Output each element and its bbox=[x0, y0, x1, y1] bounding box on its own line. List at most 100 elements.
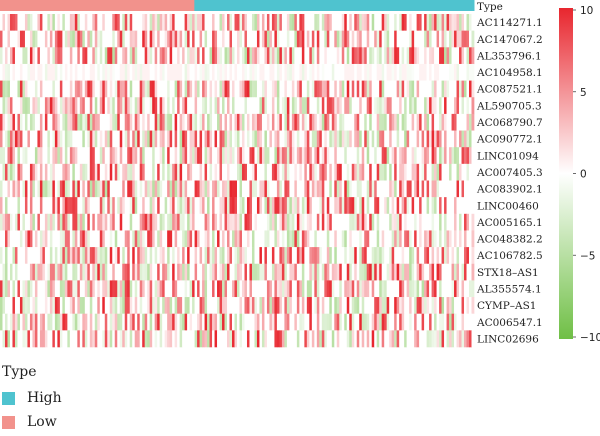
heatmap-cell bbox=[444, 247, 447, 265]
heatmap-cell bbox=[17, 14, 21, 31]
heatmap-cell bbox=[334, 47, 338, 65]
heatmap-cell bbox=[49, 197, 53, 215]
heatmap-cell bbox=[162, 263, 165, 281]
heatmap-cell bbox=[429, 313, 432, 331]
heatmap-cell bbox=[454, 263, 457, 281]
heatmap-cell bbox=[17, 280, 21, 298]
heatmap-cell bbox=[441, 280, 445, 298]
heatmap-cell bbox=[304, 197, 308, 215]
heatmap-cell bbox=[329, 147, 333, 165]
heatmap-cell bbox=[316, 197, 320, 215]
heatmap-cell bbox=[381, 297, 385, 314]
heatmap-cell bbox=[224, 247, 228, 265]
heatmap-cell bbox=[184, 180, 188, 198]
heatmap-cell bbox=[416, 330, 420, 348]
heatmap-cell bbox=[27, 197, 31, 215]
heatmap-cell bbox=[279, 97, 283, 115]
row-label: AC106782.5 bbox=[476, 250, 543, 262]
heatmap-cell bbox=[44, 230, 48, 248]
heatmap-cell bbox=[301, 213, 305, 231]
heatmap-cell bbox=[339, 263, 343, 281]
heatmap-cell bbox=[241, 180, 245, 198]
heatmap-cell bbox=[94, 113, 98, 131]
heatmap-cell bbox=[207, 313, 210, 331]
heatmap-cell bbox=[189, 313, 193, 331]
heatmap-cell bbox=[147, 213, 151, 231]
heatmap-cell bbox=[314, 14, 318, 31]
heatmap-cell bbox=[192, 80, 195, 98]
heatmap-cell bbox=[404, 230, 407, 248]
heatmap-cell bbox=[441, 247, 445, 265]
heatmap-cell bbox=[339, 180, 343, 198]
heatmap-cell bbox=[67, 313, 71, 331]
heatmap-cell bbox=[144, 130, 148, 148]
heatmap-cell bbox=[386, 213, 390, 231]
heatmap-cell bbox=[27, 63, 31, 81]
heatmap-cell bbox=[279, 330, 283, 348]
heatmap-cell bbox=[129, 247, 133, 265]
heatmap-cell bbox=[426, 14, 430, 31]
heatmap-cell bbox=[334, 197, 338, 215]
heatmap-cell bbox=[74, 263, 78, 281]
heatmap-cell bbox=[67, 147, 71, 165]
heatmap-cell bbox=[179, 147, 183, 165]
heatmap-cell bbox=[341, 213, 345, 231]
heatmap-cell bbox=[169, 197, 173, 215]
heatmap-cell bbox=[466, 47, 470, 65]
heatmap-cell bbox=[34, 297, 38, 314]
heatmap-cell bbox=[294, 14, 298, 31]
heatmap-cell bbox=[32, 230, 36, 248]
heatmap-cell bbox=[326, 163, 330, 181]
heatmap-cell bbox=[54, 14, 58, 31]
heatmap-cell bbox=[112, 63, 116, 81]
heatmap-cell bbox=[209, 330, 213, 348]
heatmap-cell bbox=[74, 113, 78, 131]
heatmap-cell bbox=[416, 113, 420, 131]
heatmap-cell bbox=[67, 247, 71, 265]
heatmap-cell bbox=[74, 130, 78, 148]
heatmap-cell bbox=[266, 180, 270, 198]
heatmap-cell bbox=[461, 313, 465, 331]
heatmap-cell bbox=[89, 80, 93, 98]
heatmap-cell bbox=[57, 113, 61, 131]
heatmap-cell bbox=[361, 247, 365, 265]
heatmap-cell bbox=[436, 130, 440, 148]
heatmap-cell bbox=[104, 197, 108, 215]
heatmap-cell bbox=[217, 14, 220, 31]
heatmap-cell bbox=[396, 247, 400, 265]
heatmap-cell bbox=[264, 80, 268, 98]
heatmap-cell bbox=[256, 280, 260, 298]
heatmap-cell bbox=[376, 163, 380, 181]
heatmap-cell bbox=[361, 180, 365, 198]
heatmap-cell bbox=[359, 280, 363, 298]
heatmap-cell bbox=[384, 247, 388, 265]
heatmap-cell bbox=[364, 63, 368, 81]
heatmap-cell bbox=[266, 313, 270, 331]
heatmap-cell bbox=[359, 97, 363, 115]
heatmap-cell bbox=[471, 147, 475, 165]
heatmap-cell bbox=[194, 213, 198, 231]
heatmap-cell bbox=[301, 247, 305, 265]
heatmap-cell bbox=[266, 213, 270, 231]
heatmap-cell bbox=[456, 113, 460, 131]
heatmap-cell bbox=[89, 230, 93, 248]
heatmap-cell bbox=[89, 147, 93, 165]
heatmap-cell bbox=[59, 213, 63, 231]
heatmap-cell bbox=[159, 163, 163, 181]
heatmap-cell bbox=[207, 63, 210, 81]
heatmap-cell bbox=[159, 330, 163, 348]
heatmap-cell bbox=[404, 163, 407, 181]
heatmap-cell bbox=[396, 297, 400, 314]
heatmap-cell bbox=[261, 80, 265, 98]
heatmap-cell bbox=[404, 213, 407, 231]
heatmap-cell bbox=[27, 180, 31, 198]
heatmap-cell bbox=[284, 180, 288, 198]
heatmap-cell bbox=[112, 130, 116, 148]
heatmap-cell bbox=[232, 14, 235, 31]
heatmap-cell bbox=[376, 130, 380, 148]
heatmap-cell bbox=[0, 80, 3, 98]
heatmap-cell bbox=[54, 113, 58, 131]
heatmap-cell bbox=[32, 97, 36, 115]
heatmap-cell bbox=[29, 280, 33, 298]
heatmap-cell bbox=[381, 97, 385, 115]
